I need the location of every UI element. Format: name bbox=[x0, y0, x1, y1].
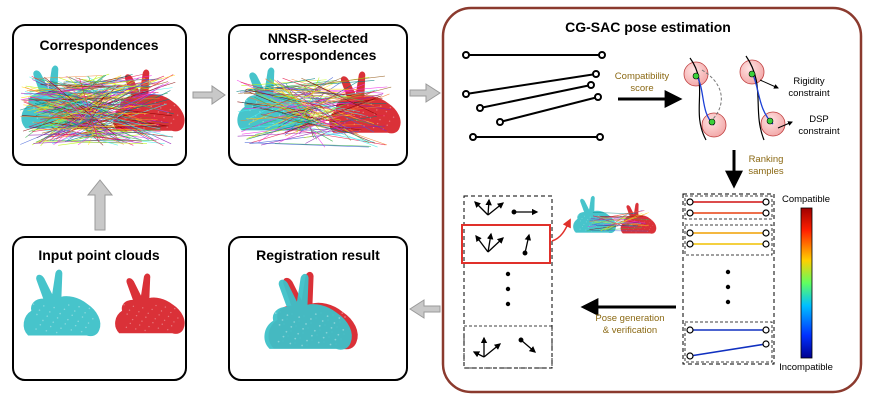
pose-hypotheses bbox=[461, 195, 553, 369]
compat-label-2: score bbox=[630, 83, 653, 94]
rigidity-label-1: Rigidity bbox=[793, 76, 824, 87]
panel-correspondences-title: Correspondences bbox=[39, 37, 158, 53]
best-hypothesis-highlight bbox=[461, 224, 551, 264]
compatibility-colorbar bbox=[800, 207, 813, 359]
nnsr-point-clouds bbox=[236, 67, 401, 148]
panel-registration-title: Registration result bbox=[256, 247, 380, 263]
correspondence-point-clouds bbox=[19, 65, 185, 147]
input-point-clouds bbox=[23, 269, 185, 337]
constraint-illustration bbox=[683, 55, 793, 141]
arrow-corr-to-nnsr bbox=[192, 85, 226, 105]
rigidity-label-2: constraint bbox=[788, 88, 830, 99]
ranking-label-2: samples bbox=[748, 166, 784, 177]
preview-lines bbox=[586, 210, 650, 232]
ranking-label-1: Ranking bbox=[749, 154, 784, 165]
pose-gen-label-2: & verification bbox=[603, 325, 657, 336]
panel-correspondences: Correspondences bbox=[12, 24, 187, 166]
panel-cgsac: CG-SAC pose estimation Compatibility sco… bbox=[441, 6, 863, 394]
compat-label-1: Compatibility bbox=[615, 71, 670, 82]
dsp-label-1: DSP bbox=[809, 114, 829, 125]
pose-gen-label-1: Pose generation bbox=[595, 313, 664, 324]
colorbar-top-label: Compatible bbox=[782, 194, 830, 205]
target-bunny bbox=[115, 273, 185, 334]
dsp-label-2: constraint bbox=[798, 126, 840, 137]
arrow-cgsac-to-reg bbox=[409, 299, 441, 319]
registered-point-cloud bbox=[264, 271, 358, 350]
best-hypothesis-arrow bbox=[551, 218, 571, 242]
correspondence-lines bbox=[236, 75, 392, 148]
panel-cgsac-title: CG-SAC pose estimation bbox=[565, 19, 731, 35]
panel-input-title: Input point clouds bbox=[38, 247, 160, 263]
panel-nnsr-title-1: NNSR-selected bbox=[268, 30, 368, 46]
flow-arrows bbox=[86, 83, 441, 319]
correspondence-segments bbox=[462, 51, 606, 141]
panel-nnsr-title-2: correspondences bbox=[260, 47, 377, 63]
arrow-nnsr-to-cgsac bbox=[409, 83, 441, 103]
source-bunny bbox=[23, 269, 101, 337]
panel-registration: Registration result bbox=[228, 236, 408, 381]
hypothesis-preview bbox=[573, 195, 657, 234]
arrow-input-to-corr bbox=[86, 179, 114, 231]
colorbar-bottom-label: Incompatible bbox=[779, 362, 833, 373]
panel-input: Input point clouds bbox=[12, 236, 187, 381]
ranked-samples bbox=[682, 193, 775, 365]
correspondence-lines bbox=[19, 73, 176, 147]
panel-nnsr: NNSR-selected correspondences bbox=[228, 24, 408, 166]
source-bunny bbox=[264, 273, 352, 350]
